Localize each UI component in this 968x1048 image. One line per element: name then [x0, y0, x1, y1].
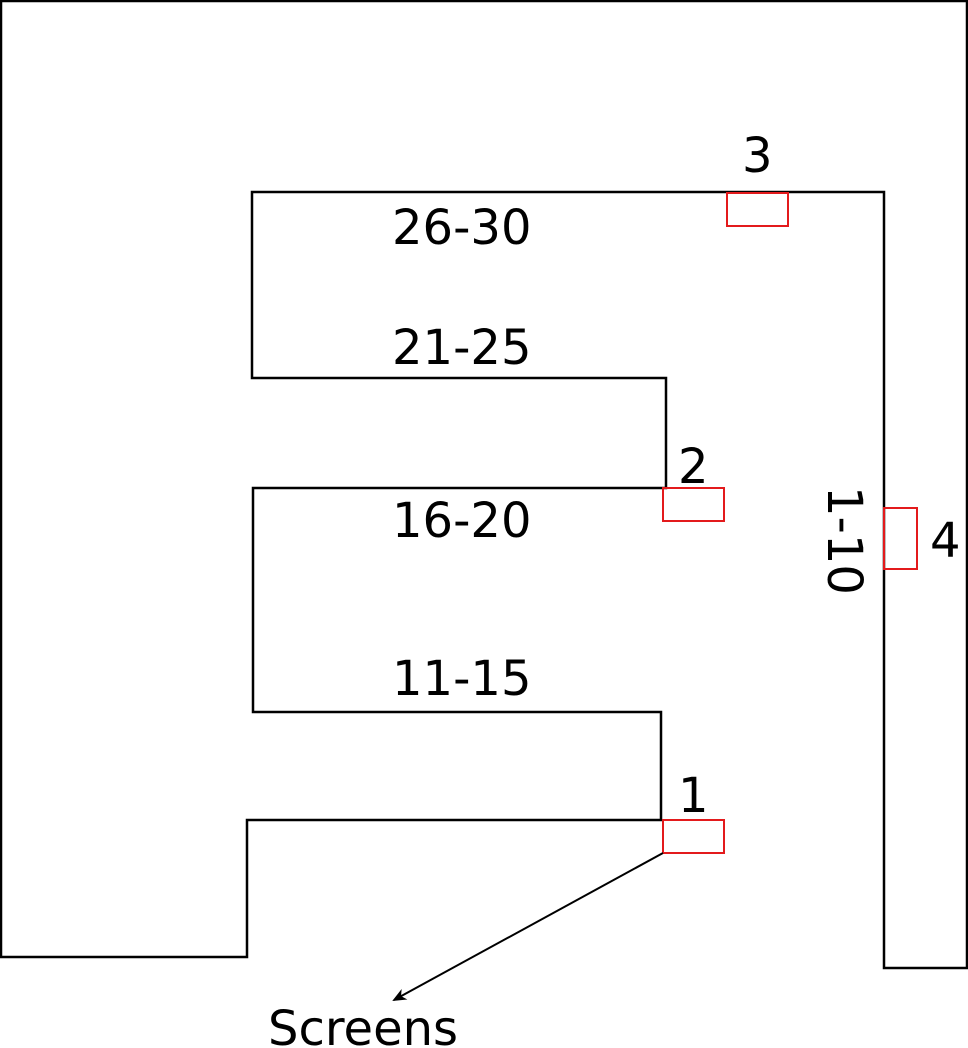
marker-number-3: 3	[742, 128, 773, 184]
marker-box-1	[662, 819, 725, 854]
range-label-21-25: 21-25	[392, 320, 531, 376]
screens-arrow	[392, 852, 664, 1001]
marker-number-1: 1	[678, 768, 709, 824]
room-outline	[0, 0, 968, 970]
range-label-16-20: 16-20	[392, 493, 531, 549]
range-label-26-30: 26-30	[392, 200, 531, 256]
range-label-11-15: 11-15	[392, 651, 531, 707]
marker-box-2	[662, 487, 725, 522]
marker-box-3	[726, 192, 789, 227]
range-label-1-10: 1-10	[816, 486, 872, 595]
marker-number-4: 4	[930, 513, 961, 569]
marker-box-4	[883, 507, 918, 570]
screens-label: Screens	[268, 1001, 458, 1048]
marker-number-2: 2	[678, 439, 709, 495]
